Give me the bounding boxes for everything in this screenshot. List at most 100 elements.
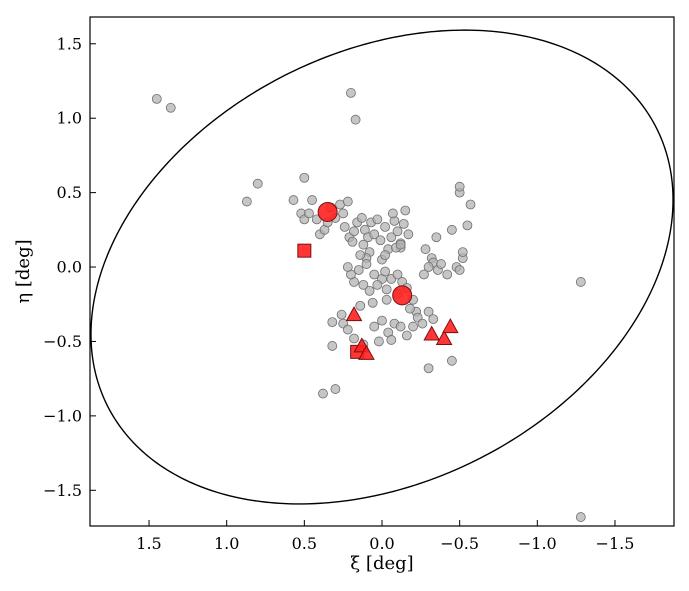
gray-point bbox=[349, 333, 359, 344]
gray-point bbox=[436, 259, 446, 269]
gray-point bbox=[575, 512, 586, 522]
gray-point bbox=[454, 265, 465, 275]
gray-point bbox=[380, 221, 391, 232]
gray-point bbox=[377, 315, 387, 326]
gray-point bbox=[417, 318, 428, 329]
gray-point bbox=[375, 235, 386, 246]
gray-point bbox=[356, 213, 367, 223]
red-triangle-point bbox=[345, 306, 363, 322]
red-triangle-point bbox=[423, 325, 441, 341]
gray-point bbox=[369, 229, 380, 240]
red-square-point bbox=[297, 243, 312, 258]
red-triangle-point bbox=[358, 344, 375, 360]
x-tick-label: −1.0 bbox=[518, 534, 557, 553]
ticks-layer: 1.5 1.0 0.5 0.0 −0.5 −1.0 −1.5 1.5 1.0 0.5 0.0 −0.5… bbox=[43, 34, 634, 553]
gray-point bbox=[369, 269, 380, 280]
gray-point bbox=[355, 300, 366, 311]
gray-point bbox=[373, 336, 384, 347]
y-tick-label: −1.0 bbox=[43, 406, 82, 425]
y-tick-label: 0.5 bbox=[57, 183, 82, 202]
gray-point bbox=[400, 205, 411, 216]
gray-point bbox=[380, 266, 391, 277]
gray-point bbox=[327, 317, 338, 328]
gray-point bbox=[338, 208, 349, 219]
y-tick-label: 0.0 bbox=[57, 258, 82, 277]
y-tick-label: 1.0 bbox=[57, 109, 82, 128]
y-tick-label: −0.5 bbox=[43, 332, 82, 351]
gray-point bbox=[342, 324, 353, 335]
y-axis-label: η [deg] bbox=[13, 239, 34, 303]
gray-point bbox=[431, 232, 442, 243]
gray-point bbox=[380, 250, 391, 261]
gray-point bbox=[419, 269, 429, 280]
gray-point bbox=[165, 102, 176, 113]
gray-point bbox=[392, 226, 403, 237]
red-circle-point bbox=[317, 201, 338, 222]
gray-point bbox=[339, 221, 350, 232]
red-circle-point bbox=[392, 285, 413, 306]
gray-point bbox=[361, 259, 372, 269]
gray-point bbox=[401, 330, 412, 341]
gray-point bbox=[327, 341, 338, 351]
gray-point bbox=[423, 306, 434, 317]
gray-point bbox=[465, 199, 476, 210]
gray-point bbox=[387, 208, 398, 219]
gray-point bbox=[408, 321, 418, 332]
gray-point bbox=[372, 214, 383, 225]
gray-point bbox=[347, 236, 358, 247]
gray-point bbox=[346, 88, 356, 98]
gray-point bbox=[336, 309, 347, 320]
gray-point bbox=[423, 262, 434, 272]
gray-point bbox=[446, 355, 457, 366]
gray-point bbox=[403, 229, 414, 240]
gray-point bbox=[386, 232, 397, 243]
gray-point bbox=[395, 239, 406, 250]
gray-point bbox=[428, 314, 439, 325]
gray-point bbox=[454, 181, 465, 192]
x-tick-label: 1.5 bbox=[136, 534, 161, 553]
x-tick-label: 0.5 bbox=[292, 534, 317, 553]
gray-point bbox=[355, 250, 366, 261]
gray-point bbox=[252, 178, 263, 189]
gray-point bbox=[358, 279, 369, 290]
gray-point bbox=[353, 265, 364, 275]
gray-point bbox=[358, 239, 369, 250]
red-triangle-point bbox=[435, 329, 453, 345]
gray-point bbox=[398, 218, 409, 229]
gray-point bbox=[442, 269, 453, 280]
gray-point bbox=[151, 93, 162, 104]
ellipse-layer bbox=[90, 29, 674, 505]
gray-point bbox=[575, 277, 586, 287]
gray-point bbox=[386, 335, 397, 345]
gray-point bbox=[307, 195, 318, 205]
field-ellipse bbox=[90, 29, 674, 505]
gray-point bbox=[350, 114, 361, 125]
gray-point bbox=[299, 172, 310, 183]
gray-point bbox=[423, 363, 434, 374]
gray-point bbox=[342, 196, 353, 207]
gray-point bbox=[369, 321, 380, 332]
x-tick-label: −1.5 bbox=[596, 534, 635, 553]
y-tick-label: 1.5 bbox=[57, 34, 82, 53]
gray-point bbox=[462, 220, 473, 231]
gray-point bbox=[288, 195, 299, 205]
y-tick-label: −1.5 bbox=[43, 481, 82, 500]
gray-point bbox=[395, 321, 406, 332]
gray-point bbox=[405, 303, 415, 314]
gray-point bbox=[349, 226, 359, 237]
points-layer bbox=[151, 88, 586, 522]
gray-point bbox=[381, 284, 392, 295]
gray-point bbox=[364, 285, 375, 296]
gray-point bbox=[381, 294, 392, 305]
gray-point bbox=[330, 384, 341, 394]
gray-point bbox=[457, 247, 468, 258]
gray-point bbox=[446, 224, 457, 235]
gray-point bbox=[241, 196, 252, 207]
gray-point bbox=[392, 269, 403, 280]
red-triangle-point bbox=[441, 318, 459, 334]
gray-point bbox=[420, 244, 431, 255]
gray-point bbox=[304, 208, 314, 219]
gray-point bbox=[342, 262, 353, 272]
x-tick-label: −0.5 bbox=[440, 534, 479, 553]
